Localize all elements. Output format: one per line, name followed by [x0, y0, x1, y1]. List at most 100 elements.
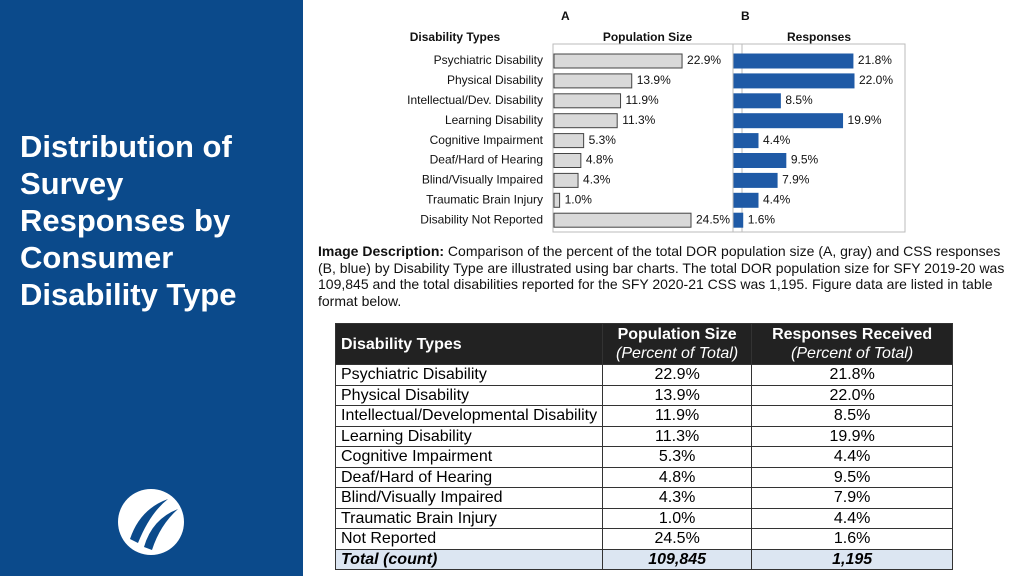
bar [733, 113, 844, 129]
bar [553, 113, 618, 129]
bar [733, 192, 759, 208]
value-label: 13.9% [637, 73, 671, 87]
header-subtitle: (Percent of Total) [616, 345, 739, 362]
table-cell: 24.5% [602, 528, 753, 550]
category-label: Learning Disability [445, 113, 543, 127]
table-cell: 8.5% [751, 405, 954, 427]
charts: A Population Size Disability Types Psychiat… [407, 9, 906, 233]
bar [553, 133, 585, 149]
value-label: 1.6% [748, 212, 776, 226]
table-cell: Blind/Visually Impaired [334, 487, 604, 509]
header-subtitle: (Percent of Total) [791, 345, 914, 362]
value-label: 9.5% [791, 153, 819, 167]
table-row: Learning Disability 11.3% 19.9% [334, 425, 954, 447]
bar [733, 212, 744, 228]
value-label: 19.9% [848, 113, 882, 127]
logo [118, 489, 184, 555]
total-cell: 109,845 [602, 548, 753, 570]
table-cell: 1.0% [602, 507, 753, 529]
table-row: Traumatic Brain Injury 1.0% 4.4% [334, 507, 954, 529]
table-row: Intellectual/Developmental Disability 11.… [334, 405, 954, 427]
description-text: Comparison of the percent of the total D… [318, 243, 1005, 309]
table-cell: 5.3% [602, 446, 753, 468]
total-row: Total (count) 109,845 1,195 [334, 548, 954, 570]
bar [733, 133, 759, 149]
table-row: Psychiatric Disability 22.9% 21.8% [334, 364, 954, 386]
table-cell: Physical Disability [334, 384, 604, 406]
table-cell: 4.4% [751, 446, 954, 468]
value-label: 1.0% [565, 192, 593, 206]
table-row: Cognitive Impairment 5.3% 4.4% [334, 446, 954, 468]
value-label: 11.3% [622, 113, 655, 127]
table-row: Blind/Visually Impaired 4.3% 7.9% [334, 487, 954, 509]
table-cell: Cognitive Impairment [334, 446, 604, 468]
value-label: 5.3% [589, 133, 617, 147]
category-label: Physical Disability [447, 73, 543, 87]
table-cell: 9.5% [751, 466, 954, 488]
table-cell: Psychiatric Disability [334, 364, 604, 386]
header-row: Disability Types Population Size (Percent … [334, 323, 954, 365]
chart-title: Population Size [603, 30, 693, 44]
table-cell: Traumatic Brain Injury [334, 507, 604, 529]
table-cell: 4.4% [751, 507, 954, 529]
chart-title: Responses [787, 30, 851, 44]
bar [553, 153, 582, 168]
table-row: Physical Disability 13.9% 22.0% [334, 384, 954, 406]
header-cell: Disability Types [334, 323, 604, 365]
value-label: 4.8% [586, 153, 614, 167]
data-table: Disability Types Population Size (Percent … [334, 323, 954, 570]
table-cell: 4.8% [602, 466, 753, 488]
bar [553, 172, 579, 188]
panel-label: A [561, 9, 570, 23]
table-cell: 4.3% [602, 487, 753, 509]
chart-frame [732, 43, 906, 233]
header-cell: Responses Received (Percent of Total) [751, 323, 954, 365]
description-label: Image Description: [318, 243, 445, 259]
value-label: 22.0% [859, 73, 893, 87]
table-cell: Deaf/Hard of Hearing [334, 466, 604, 488]
total-cell: Total (count) [334, 548, 604, 570]
bar [553, 212, 692, 228]
value-label: 11.9% [626, 93, 659, 107]
category-label: Intellectual/Dev. Disability [407, 93, 543, 107]
value-label: 4.4% [763, 192, 791, 206]
table-cell: 19.9% [751, 425, 954, 447]
table-cell: 11.9% [602, 405, 753, 427]
table-cell: Intellectual/Developmental Disability [334, 405, 604, 427]
table-cell: 13.9% [602, 384, 753, 406]
value-label: 8.5% [785, 93, 813, 107]
panel-label: B [741, 9, 750, 23]
value-label: 4.3% [583, 173, 611, 187]
image-description: Image Description: Comparison of the per… [318, 243, 1008, 309]
category-label: Traumatic Brain Injury [426, 192, 543, 206]
category-label: Deaf/Hard of Hearing [430, 153, 543, 167]
category-label: Blind/Visually Impaired [422, 173, 543, 187]
category-axis-title: Disability Types [410, 30, 501, 44]
side-panel: Distribution of Survey Responses by Cons… [0, 0, 303, 576]
category-label: Cognitive Impairment [430, 133, 544, 147]
header-title: Population Size [617, 326, 737, 343]
bar [733, 53, 854, 69]
table-cell: 1.6% [751, 528, 954, 550]
table-cell: 7.9% [751, 487, 954, 509]
header-cell: Population Size (Percent of Total) [602, 323, 753, 365]
table-cell: 22.9% [602, 364, 753, 386]
value-label: 22.9% [687, 53, 721, 67]
logo-stroke [144, 509, 178, 550]
table-cell: Not Reported [334, 528, 604, 550]
bar [733, 153, 787, 168]
header-title: Responses Received [772, 326, 933, 343]
category-label: Psychiatric Disability [434, 53, 543, 67]
slide-title: Distribution of Survey Responses by Cons… [20, 129, 237, 312]
value-label: 24.5% [696, 212, 730, 226]
total-cell: 1,195 [751, 548, 954, 570]
header-title: Disability Types [341, 335, 462, 353]
logo-stroke [130, 499, 168, 543]
table-row: Deaf/Hard of Hearing 4.8% 9.5% [334, 466, 954, 488]
value-label: 21.8% [858, 53, 892, 67]
bar [553, 73, 633, 89]
bar [553, 192, 561, 208]
bar [553, 53, 683, 69]
bar [553, 93, 622, 109]
